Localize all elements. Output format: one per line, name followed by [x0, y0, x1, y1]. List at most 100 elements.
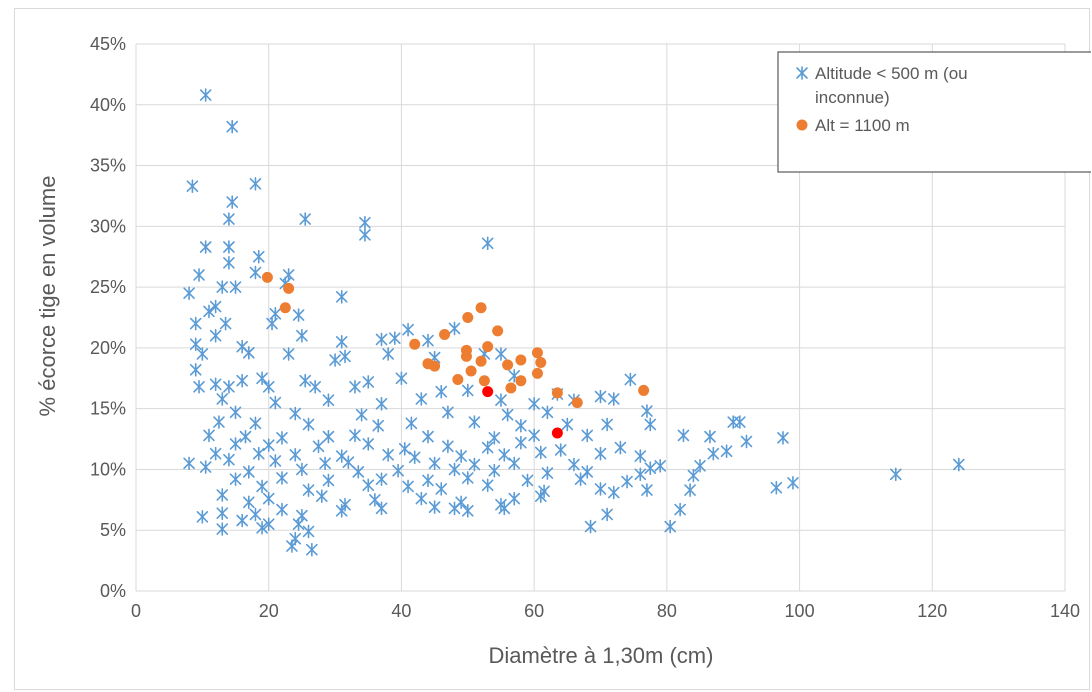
data-point — [422, 473, 434, 488]
data-point — [541, 466, 554, 480]
data-point — [607, 485, 620, 500]
data-point — [229, 405, 242, 420]
data-point — [223, 452, 235, 467]
data-point — [362, 478, 375, 493]
data-point — [352, 465, 365, 479]
data-point — [551, 427, 563, 439]
data-point — [482, 386, 494, 398]
data-point — [448, 321, 461, 336]
x-tick-label: 140 — [1050, 601, 1080, 621]
data-point — [283, 282, 295, 294]
data-point — [481, 236, 494, 251]
data-point — [461, 383, 474, 398]
data-point — [654, 458, 667, 473]
data-point — [249, 176, 262, 191]
data-point — [375, 501, 388, 516]
data-point — [478, 375, 490, 387]
data-point — [644, 461, 657, 476]
data-point — [296, 462, 308, 477]
data-point — [229, 437, 242, 451]
data-point — [515, 375, 527, 387]
data-point — [339, 349, 351, 364]
data-point — [528, 428, 540, 443]
data-point — [448, 501, 461, 516]
data-point — [501, 407, 514, 422]
data-point — [223, 379, 235, 394]
data-point — [269, 454, 282, 468]
data-point — [322, 473, 335, 488]
data-point — [398, 441, 411, 456]
data-point — [624, 372, 637, 387]
data-point — [641, 404, 653, 418]
data-point — [299, 373, 312, 388]
data-point — [289, 448, 302, 462]
data-point — [415, 491, 428, 506]
data-point — [528, 397, 540, 411]
data-point — [223, 256, 235, 270]
data-point — [460, 350, 472, 362]
data-point — [276, 431, 288, 445]
data-point — [481, 440, 494, 455]
data-point — [515, 435, 527, 450]
data-point — [342, 455, 355, 469]
data-point — [236, 513, 248, 528]
data-point — [189, 337, 202, 352]
data-point — [199, 240, 212, 254]
data-point — [468, 457, 481, 472]
data-point — [256, 371, 268, 386]
x-tick-label: 0 — [131, 601, 141, 621]
data-point — [402, 479, 414, 494]
data-point — [355, 407, 368, 422]
data-point — [644, 417, 657, 432]
data-point — [252, 249, 265, 264]
data-point — [335, 335, 348, 349]
data-point — [243, 465, 255, 479]
data-point — [439, 329, 451, 341]
data-point — [322, 393, 335, 407]
data-point — [299, 212, 312, 226]
data-point — [677, 428, 690, 443]
data-point — [461, 471, 474, 485]
scatter-chart: 0% 5% 10% 15% 20% 25% 30% 35% 40% 45% 0 20 40 60 80 10… — [35, 34, 1091, 668]
data-point — [551, 387, 563, 399]
y-axis-title: % écorce tige en volume — [35, 176, 60, 417]
series-0 — [183, 88, 965, 557]
data-point — [203, 428, 215, 443]
data-point — [704, 429, 716, 444]
data-point — [498, 448, 511, 462]
data-point — [229, 472, 242, 486]
x-tick-label: 40 — [391, 601, 411, 621]
data-point — [674, 502, 686, 517]
legend-marker — [796, 119, 808, 131]
data-point — [276, 471, 288, 485]
x-axis-title: Diamètre à 1,30m (cm) — [489, 643, 714, 668]
data-point — [694, 458, 706, 473]
data-point — [448, 462, 461, 477]
data-point — [455, 449, 467, 463]
data-point — [409, 338, 421, 350]
data-point — [382, 448, 394, 462]
data-point — [199, 88, 212, 102]
data-point — [498, 501, 511, 516]
data-point — [309, 379, 321, 394]
data-point — [183, 286, 195, 300]
data-point — [236, 339, 248, 354]
y-tick-label: 15% — [90, 399, 126, 419]
data-point — [249, 416, 262, 431]
data-point — [720, 444, 733, 459]
data-point — [531, 367, 543, 379]
data-point — [329, 353, 341, 367]
data-point — [395, 371, 408, 386]
data-point — [534, 489, 547, 503]
data-point — [196, 510, 209, 524]
data-point — [312, 439, 325, 454]
data-point — [601, 507, 613, 522]
data-point — [402, 322, 414, 337]
data-point — [282, 347, 295, 361]
data-point — [262, 379, 275, 394]
data-point — [502, 359, 514, 371]
data-point — [429, 360, 441, 372]
y-tick-label: 35% — [90, 156, 126, 176]
data-point — [375, 332, 388, 347]
data-point — [482, 341, 494, 353]
